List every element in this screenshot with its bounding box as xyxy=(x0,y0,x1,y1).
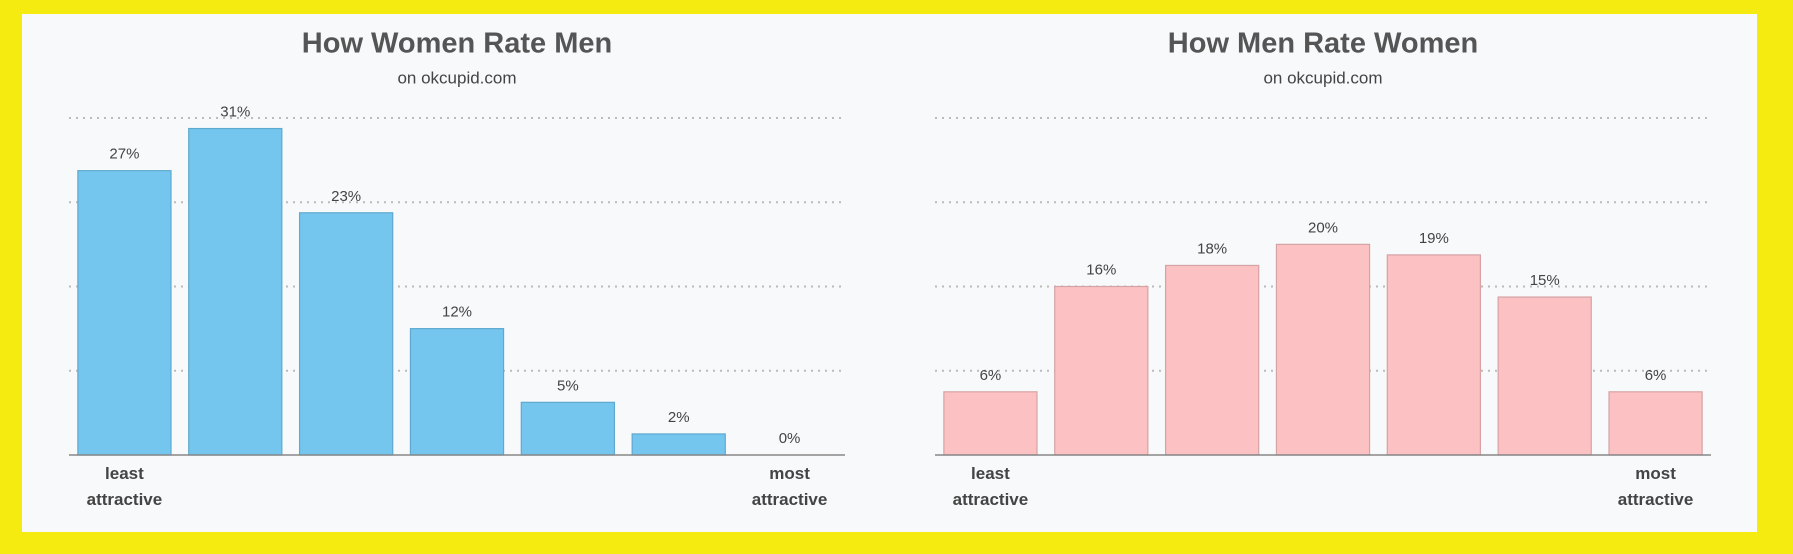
value-label: 0% xyxy=(779,430,801,447)
bar xyxy=(1275,243,1371,456)
bar xyxy=(409,328,505,456)
bar xyxy=(520,401,616,456)
bar xyxy=(77,170,172,456)
value-label: 2% xyxy=(668,409,690,426)
value-label: 27% xyxy=(109,146,139,163)
x-tick-label: least attractive xyxy=(86,464,163,509)
value-label: 6% xyxy=(1645,367,1667,384)
value-label: 23% xyxy=(331,188,361,205)
x-tick-label: most attractive xyxy=(751,464,828,509)
x-tick-label: most attractive xyxy=(1617,464,1694,509)
bar xyxy=(631,433,726,456)
value-label: 12% xyxy=(442,304,472,321)
bar xyxy=(188,127,283,456)
value-label: 6% xyxy=(980,367,1002,384)
x-tick-label: least attractive xyxy=(952,464,1029,509)
charts: How Women Rate Men on okcupid.com 27% 31% 23… xyxy=(69,28,1711,456)
bar xyxy=(943,391,1038,456)
chart-panel: How Women Rate Men on okcupid.com 27% 31% 23… xyxy=(22,14,1757,532)
value-label: 19% xyxy=(1419,230,1449,247)
bar xyxy=(1608,391,1703,456)
value-label: 18% xyxy=(1197,240,1227,257)
chart-subtitle: on okcupid.com xyxy=(397,68,516,87)
value-label: 16% xyxy=(1086,261,1116,278)
value-label: 5% xyxy=(557,377,579,394)
bar xyxy=(1054,285,1149,456)
chart-title: How Men Rate Women xyxy=(1168,28,1478,60)
chart-title: How Women Rate Men xyxy=(302,28,612,60)
value-label: 20% xyxy=(1308,219,1338,236)
bar xyxy=(1164,264,1260,456)
value-label: 31% xyxy=(220,104,250,121)
value-label: 15% xyxy=(1530,272,1560,289)
chart-subtitle: on okcupid.com xyxy=(1263,68,1382,87)
bar xyxy=(1386,254,1482,456)
bar xyxy=(1497,296,1592,456)
bar xyxy=(298,212,394,456)
